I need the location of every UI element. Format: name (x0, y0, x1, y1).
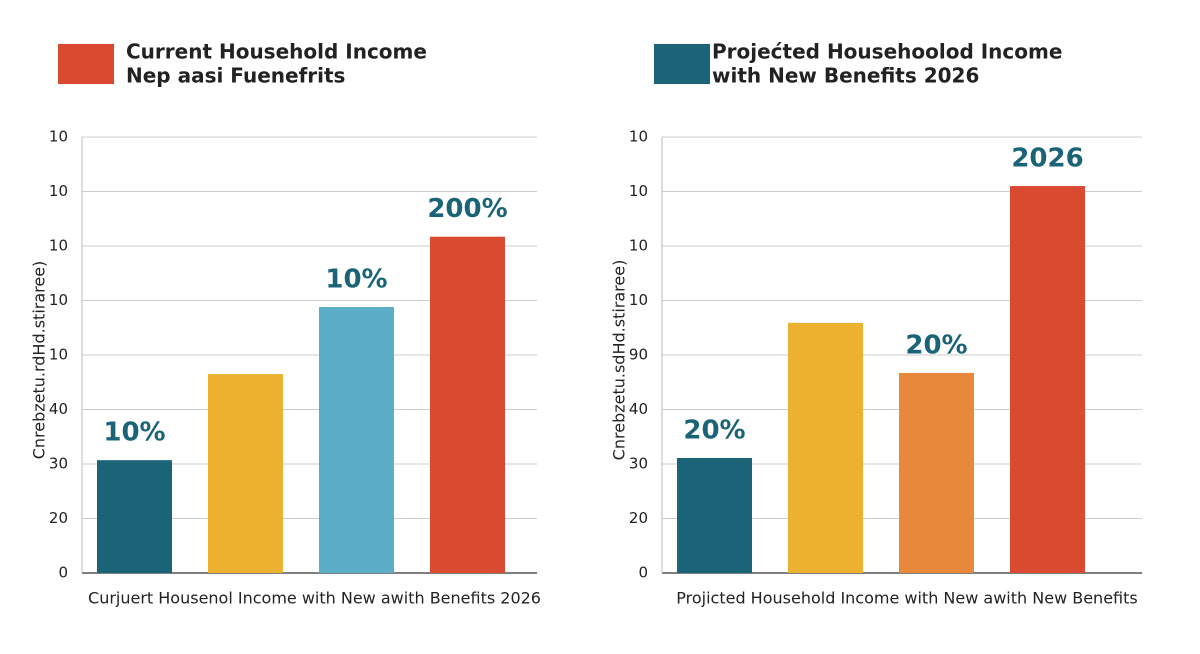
bar (97, 460, 172, 573)
y-tick-label: 10 (629, 182, 648, 200)
y-tick-label: 10 (629, 128, 648, 146)
y-tick-label: 40 (629, 400, 648, 418)
y-tick-label: 20 (629, 509, 648, 527)
legend-text: with New Benefits 2026 (712, 64, 979, 88)
legend-swatch (58, 44, 114, 84)
legend-text: Nep aasi Fuenefrits (126, 64, 345, 88)
value-label: 10% (103, 418, 165, 448)
bar (319, 307, 394, 573)
y-tick-label: 30 (629, 455, 648, 473)
bar (677, 458, 752, 573)
value-label: 2026 (1011, 144, 1083, 174)
value-label: 20% (905, 330, 967, 360)
y-tick-label: 40 (49, 400, 68, 418)
y-tick-label: 20 (49, 509, 68, 527)
y-tick-label: 30 (49, 455, 68, 473)
y-tick-label: 10 (629, 291, 648, 309)
bar (208, 374, 283, 573)
bar (430, 236, 505, 574)
y-tick-label: 0 (58, 564, 68, 582)
bar (1010, 186, 1085, 574)
y-tick-label: 10 (629, 237, 648, 255)
value-label: 20% (683, 416, 745, 446)
y-axis-label: Cnrebzetu.sdHd.stiraree) (610, 260, 629, 461)
bar (899, 372, 974, 573)
value-label: 200% (427, 194, 507, 224)
legend-text: Current Household Income (126, 40, 427, 64)
y-tick-label: 10 (49, 237, 68, 255)
legend-text: Projećted Househoolod Income (712, 40, 1062, 64)
y-tick-label: 10 (49, 182, 68, 200)
y-tick-label: 0 (638, 564, 648, 582)
y-tick-label: 10 (49, 291, 68, 309)
legend-swatch (654, 44, 710, 84)
y-tick-label: 10 (49, 346, 68, 364)
bar (788, 322, 863, 573)
x-axis-label: Projicted Household Income with New awit… (676, 589, 1137, 608)
y-tick-label: 10 (49, 128, 68, 146)
y-tick-label: 90 (629, 346, 648, 364)
y-axis-label: Cnrebzetu.rdHd.stiraree) (30, 261, 49, 460)
value-label: 10% (325, 265, 387, 295)
x-axis-label: Curjuert Housenol Income with New awith … (88, 589, 541, 608)
